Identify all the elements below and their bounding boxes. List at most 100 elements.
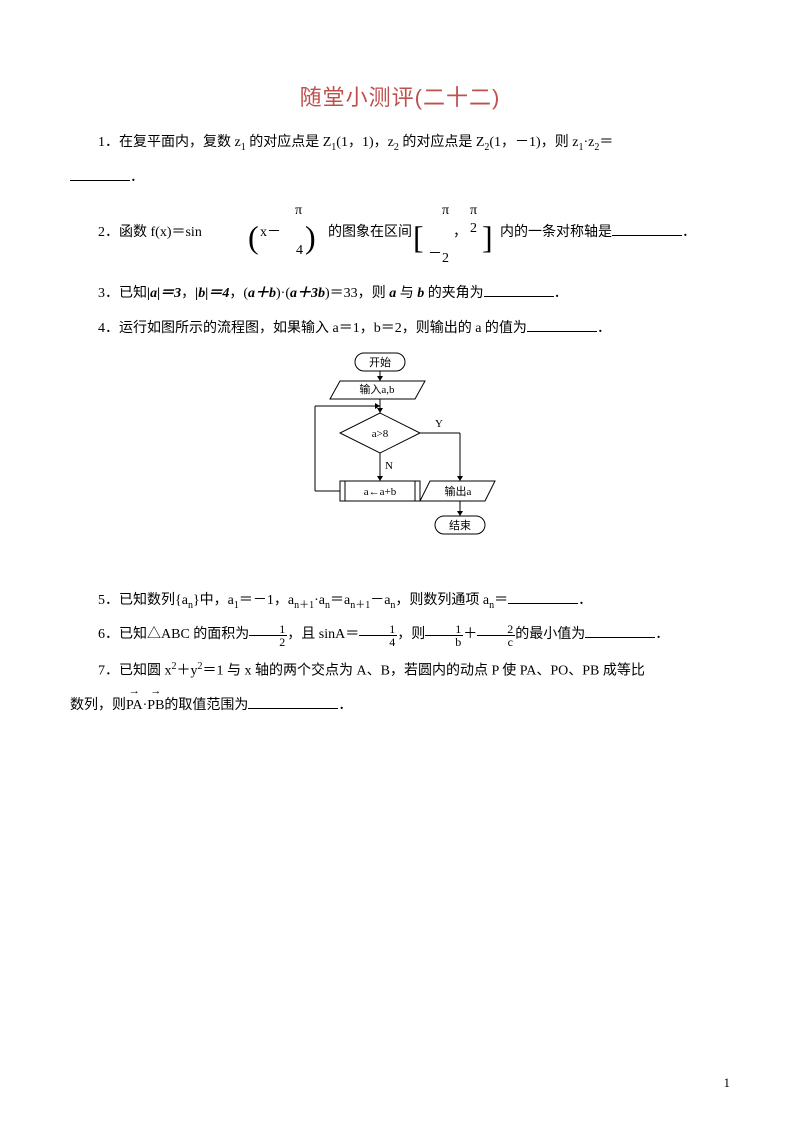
svg-text:a←a+b: a←a+b	[364, 486, 397, 498]
q1-text: ＝	[599, 135, 613, 150]
comma: ，	[453, 221, 467, 241]
bold-expr: a＋3b	[290, 286, 325, 301]
q6-text: 的最小值为	[515, 627, 585, 642]
page-number: 1	[724, 1075, 731, 1091]
q5-text: －a	[370, 593, 390, 608]
q6-text: ，则	[397, 627, 425, 642]
q6-text: ＋	[463, 627, 477, 642]
q1-text: 的对应点是 Z	[246, 135, 332, 150]
question-1-blank-line: ．	[70, 165, 730, 192]
pi-symbol: π	[442, 203, 449, 219]
q1-text: ·z	[583, 135, 594, 150]
q2-two: 2	[442, 251, 449, 267]
question-3: 3．已知|a|＝3，|b|＝4，(a＋b)·(a＋3b)＝33，则 a 与 b …	[70, 281, 730, 308]
svg-text:Y: Y	[435, 418, 443, 430]
flowchart-svg: 开始 输入a,b a>8 Y N a←a+b 输出a	[285, 351, 515, 571]
question-6: 6．已知△ABC 的面积为12，且 sinA＝14，则1b＋2c的最小值为．	[70, 622, 730, 649]
sep: )＝33，	[325, 286, 372, 301]
q7-text: ＝1 与 x 轴的两个交点为 A、B，若圆内的动点 P 使 PA、PO、PB 成…	[203, 664, 645, 679]
q2-mid: 的图象在区间	[328, 221, 412, 241]
q1-text: (1，－1)，则 z	[489, 135, 578, 150]
period: ．	[578, 593, 592, 608]
q6-text: ，且 sinA＝	[287, 627, 359, 642]
q5-text: ＝a	[330, 593, 350, 608]
numerator: 1	[425, 623, 463, 636]
question-2: 2．函数 f(x)＝sin ( x－ π 4 ) 的图象在区间 [ － π 2 …	[70, 199, 730, 269]
question-1: 1．在复平面内，复数 z1 的对应点是 Z1(1，1)，z2 的对应点是 Z2(…	[70, 130, 730, 157]
period: ．	[554, 286, 568, 301]
question-7: 7．已知圆 x2＋y2＝1 与 x 轴的两个交点为 A、B，若圆内的动点 P 使…	[70, 657, 730, 685]
numerator: 1	[249, 623, 287, 636]
bold-expr: |a|＝3	[147, 286, 181, 301]
blank	[527, 317, 597, 332]
q5-text: 5．已知数列{a	[98, 593, 188, 608]
numerator: 2	[477, 623, 515, 636]
denominator: 4	[359, 636, 397, 648]
q3-tail: 的夹角为	[424, 286, 484, 301]
page-title: 随堂小测评(二十二)	[70, 80, 730, 112]
bold-expr: a＋b	[248, 286, 276, 301]
q7-text: 7．已知圆 x	[98, 664, 172, 679]
question-7-line2: 数列，则PA·PB的取值范围为．	[70, 693, 730, 720]
svg-text:输出a: 输出a	[445, 484, 472, 498]
sub-np1: n＋1	[294, 599, 314, 610]
q2-tail: 内的一条对称轴是 ．	[500, 221, 696, 241]
vector-pa: PA	[126, 693, 143, 720]
svg-text:开始: 开始	[369, 355, 391, 369]
blank	[484, 282, 554, 297]
denominator: c	[477, 636, 515, 648]
q5-text: ＝－1，a	[239, 593, 294, 608]
svg-text:N: N	[385, 460, 393, 472]
q5-text: ·a	[314, 593, 325, 608]
numerator: 1	[359, 623, 397, 636]
fraction-1b: 1b	[425, 623, 463, 648]
period: ．	[682, 225, 696, 240]
q3-text: 3．已知	[98, 286, 147, 301]
blank	[585, 623, 655, 638]
denominator: 2	[249, 636, 287, 648]
q7-text: ＋y	[177, 664, 198, 679]
q5-text: ＝	[494, 593, 508, 608]
sep: ，	[181, 286, 195, 301]
period: ．	[655, 627, 669, 642]
q2-tail-text: 内的一条对称轴是	[500, 225, 612, 240]
svg-text:a>8: a>8	[372, 428, 389, 440]
q2-two: 2	[470, 221, 477, 237]
q7-line2: 的取值范围为	[164, 698, 248, 713]
sub-np1: n＋1	[350, 599, 370, 610]
right-bracket: ]	[482, 221, 493, 253]
blank	[70, 166, 130, 181]
period: ．	[338, 698, 352, 713]
bold-expr: |b|＝4	[195, 286, 229, 301]
fraction-half: 12	[249, 623, 287, 648]
blank	[612, 221, 682, 236]
q1-text: 1．在复平面内，复数 z	[98, 135, 241, 150]
q5-text: }中，a	[193, 593, 234, 608]
q3-tail: 则	[372, 286, 390, 301]
q3-tail: 与	[396, 286, 417, 301]
pi-symbol: π	[295, 203, 302, 219]
period: ．	[597, 321, 611, 336]
pi-symbol: π	[470, 203, 477, 219]
denominator: b	[425, 636, 463, 648]
fraction-quarter: 14	[359, 623, 397, 648]
blank	[248, 694, 338, 709]
q1-period: ．	[130, 170, 144, 185]
svg-text:结束: 结束	[449, 519, 471, 532]
q7-line2: 数列，则	[70, 698, 126, 713]
q6-text: 6．已知△ABC 的面积为	[98, 627, 249, 642]
question-5: 5．已知数列{an}中，a1＝－1，an＋1·an＝an＋1－an，则数列通项 …	[70, 588, 730, 615]
q2-label: 2．函数 f(x)＝sin	[98, 221, 202, 241]
q4-text: 4．运行如图所示的流程图，如果输入 a＝1，b＝2，则输出的 a 的值为	[98, 321, 527, 336]
q1-text: (1，1)，z	[336, 135, 394, 150]
sep: )·(	[276, 286, 290, 301]
right-paren: )	[305, 221, 316, 253]
svg-text:输入a,b: 输入a,b	[359, 382, 395, 396]
q1-text: 的对应点是 Z	[399, 135, 485, 150]
sep: ，(	[229, 286, 248, 301]
q5-text: ，则数列通项 a	[395, 593, 489, 608]
vector-pb: PB	[147, 693, 164, 720]
flowchart: 开始 输入a,b a>8 Y N a←a+b 输出a	[70, 351, 730, 576]
q2-four: 4	[296, 243, 303, 259]
fraction-2c: 2c	[477, 623, 515, 648]
